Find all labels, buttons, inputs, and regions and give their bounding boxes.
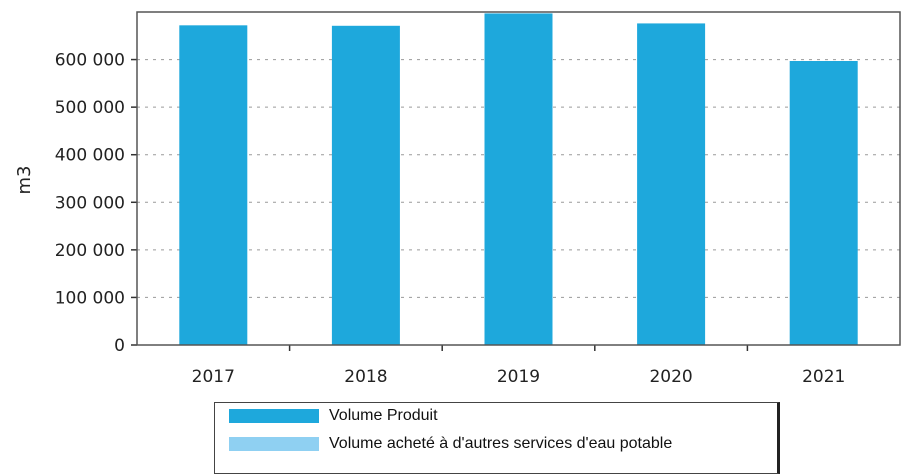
y-axis-title: m3 <box>14 166 35 195</box>
bars <box>179 13 858 346</box>
x-tick-label: 2018 <box>344 367 387 387</box>
bar-2018 <box>331 25 400 345</box>
legend-swatch <box>229 409 319 423</box>
bar-2019 <box>484 13 553 345</box>
y-tick-label: 300 000 <box>55 193 125 213</box>
x-tick-label: 2020 <box>649 367 692 387</box>
y-tick-label: 200 000 <box>55 241 125 261</box>
x-axis-ticks: 2017 2018 2019 2020 2021 <box>192 345 845 387</box>
legend-item-volume-produit: Volume Produit <box>229 405 438 427</box>
y-axis-ticks: 0 100 000 200 000 300 000 400 000 500 000 600 … <box>55 51 137 356</box>
bar-2021 <box>789 60 858 346</box>
legend-label: Volume Produit <box>329 407 438 424</box>
x-tick-label: 2021 <box>802 367 845 387</box>
y-tick-label: 400 000 <box>55 146 125 166</box>
bar-2020 <box>637 23 706 345</box>
bar-2017 <box>179 25 248 345</box>
x-tick-label: 2017 <box>192 367 235 387</box>
legend-swatch <box>229 437 319 451</box>
plot-frame <box>136 11 901 346</box>
y-tick-label: 500 000 <box>55 98 125 118</box>
legend-label: Volume acheté à d'autres services d'eau … <box>329 435 673 452</box>
bar-chart: 0 100 000 200 000 300 000 400 000 500 000 600 … <box>14 11 901 387</box>
y-tick-label: 0 <box>114 336 125 356</box>
x-tick-label: 2019 <box>497 367 540 387</box>
y-tick-label: 100 000 <box>55 288 125 308</box>
legend: Volume Produit Volume acheté à d'autres … <box>214 402 780 474</box>
y-tick-label: 600 000 <box>55 51 125 71</box>
legend-item-volume-achete: Volume acheté à d'autres services d'eau … <box>229 433 672 455</box>
